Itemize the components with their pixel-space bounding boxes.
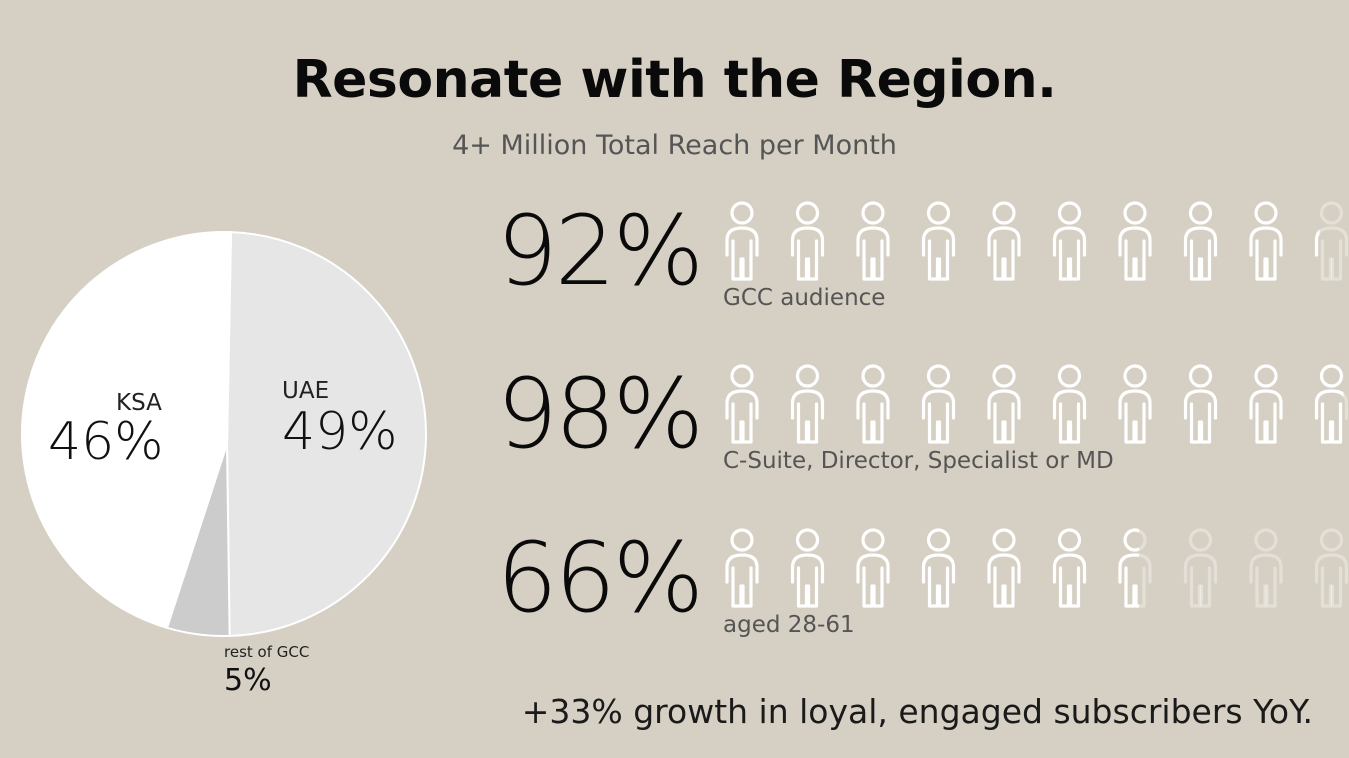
person-icon (987, 528, 1021, 608)
person-icon (1118, 528, 1152, 608)
person-icon (1249, 528, 1283, 608)
person-icon (987, 201, 1021, 281)
stat-percent: 92% (496, 195, 704, 307)
pictograph-row (725, 528, 1349, 608)
person-icon (790, 364, 825, 444)
pie-slice-ksa (21, 231, 233, 630)
stat-row-gcc: 92% GCC audience (0, 195, 1349, 345)
person-icon (856, 364, 890, 444)
pie-label-rest: rest of GCC (224, 643, 310, 661)
person-icon (921, 364, 956, 444)
person-icon (725, 364, 759, 444)
person-icon (1052, 201, 1087, 281)
person-icon (790, 201, 825, 281)
pie-value-rest: 5% (224, 663, 272, 698)
person-icon (921, 528, 956, 608)
person-icon (1118, 364, 1152, 444)
person-icon (1118, 201, 1152, 281)
person-icon (1314, 528, 1349, 608)
person-icon (1183, 364, 1218, 444)
stat-label: C-Suite, Director, Specialist or MD (723, 448, 1114, 474)
growth-statement: +33% growth in loyal, engaged subscriber… (521, 692, 1313, 731)
person-icon (725, 201, 759, 281)
region-pie-chart (21, 231, 427, 637)
person-icon (1052, 528, 1087, 608)
pie-label-uae: UAE (282, 378, 330, 404)
stat-percent: 98% (496, 358, 704, 470)
person-icon (1183, 201, 1218, 281)
pie-label-ksa: KSA (116, 390, 162, 416)
person-icon (856, 201, 890, 281)
pie-value-uae: 49% (282, 402, 398, 462)
person-icon (725, 528, 759, 608)
page-subtitle: 4+ Million Total Reach per Month (452, 130, 897, 161)
pie-slice-uae (225, 231, 427, 637)
person-icon (1314, 201, 1349, 281)
person-icon (987, 364, 1021, 444)
person-icon (790, 528, 825, 608)
person-icon (856, 528, 890, 608)
stat-percent: 66% (496, 522, 704, 634)
person-icon (1183, 528, 1218, 608)
stat-row-age: 66% aged 28-61 (0, 522, 1349, 672)
pie-value-ksa: 46% (48, 412, 164, 472)
person-icon (1314, 364, 1349, 444)
stat-label: GCC audience (723, 285, 886, 311)
stat-label: aged 28-61 (723, 612, 855, 638)
page-title: Resonate with the Region. (292, 50, 1057, 110)
person-icon (1249, 364, 1283, 444)
person-icon (921, 201, 956, 281)
stat-row-seniority: 98% C-Suite, Director, Specialist or MD (0, 358, 1349, 508)
person-icon (1249, 201, 1283, 281)
pictograph-row (725, 364, 1349, 444)
person-icon (1052, 364, 1087, 444)
pictograph-row (725, 201, 1349, 281)
